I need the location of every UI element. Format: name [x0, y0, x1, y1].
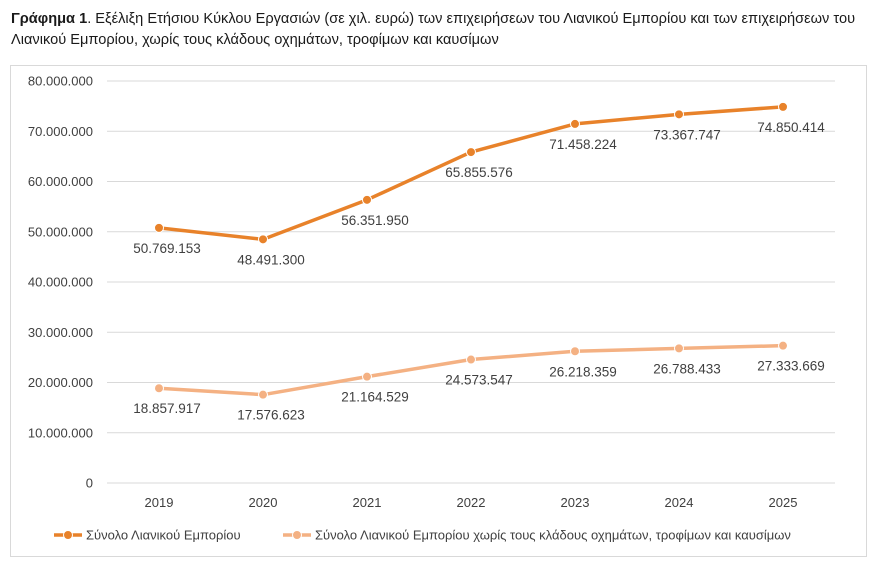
x-tick-label: 2020 — [249, 495, 278, 510]
data-point — [362, 371, 372, 382]
data-point — [258, 234, 268, 245]
data-label: 71.458.224 — [549, 137, 617, 152]
x-tick-label: 2021 — [353, 495, 382, 510]
data-point — [674, 109, 684, 120]
legend-swatch-marker — [63, 530, 73, 540]
caption-label: Γράφημα 1 — [11, 11, 88, 27]
data-point — [570, 346, 580, 357]
x-tick-label: 2023 — [561, 495, 590, 510]
data-label: 73.367.747 — [653, 127, 721, 142]
data-label: 65.855.576 — [445, 165, 513, 180]
data-label: 26.218.359 — [549, 364, 617, 379]
legend-label: Σύνολο Λιανικού Εμπορίου — [86, 528, 241, 543]
data-point — [154, 222, 164, 233]
caption-text: . Εξέλιξη Ετήσιου Κύκλου Εργασιών (σε χι… — [11, 11, 856, 48]
x-tick-label: 2022 — [457, 495, 486, 510]
legend: Σύνολο Λιανικού Εμπορίου Σύνολο Λιανικού … — [54, 528, 791, 543]
x-tick-label: 2024 — [665, 495, 694, 510]
x-tick-label: 2019 — [145, 495, 174, 510]
legend-swatch-marker — [292, 530, 302, 540]
x-axis-tick-labels: 2019 2020 2021 2022 2023 2024 2025 — [145, 495, 798, 510]
y-tick-label: 60.000.000 — [28, 174, 93, 189]
data-label: 74.850.414 — [757, 120, 825, 135]
data-label: 48.491.300 — [237, 252, 305, 267]
data-label: 21.164.529 — [341, 390, 409, 405]
data-point — [674, 343, 684, 354]
data-label: 56.351.950 — [341, 213, 409, 228]
data-point — [778, 340, 788, 351]
data-label: 24.573.547 — [445, 373, 513, 388]
chart-caption: Γράφημα 1. Εξέλιξη Ετήσιου Κύκλου Εργασι… — [11, 9, 871, 51]
x-tick-label: 2025 — [769, 495, 798, 510]
series-lines — [154, 101, 788, 400]
y-axis-tick-labels: 0 10.000.000 20.000.000 30.000.000 40.000.00… — [28, 74, 93, 491]
data-point — [154, 383, 164, 394]
y-tick-label: 20.000.000 — [28, 375, 93, 390]
y-tick-label: 40.000.000 — [28, 275, 93, 290]
y-tick-label: 50.000.000 — [28, 224, 93, 239]
y-tick-label: 30.000.000 — [28, 325, 93, 340]
data-point — [570, 118, 580, 129]
data-label: 18.857.917 — [133, 401, 201, 416]
gridlines — [107, 80, 835, 484]
data-labels: 50.769.153 48.491.300 56.351.950 65.855.576… — [133, 120, 825, 423]
data-label: 27.333.669 — [757, 359, 825, 374]
data-point — [466, 147, 476, 158]
y-tick-label: 10.000.000 — [28, 425, 93, 440]
y-tick-label: 0 — [86, 476, 93, 491]
y-tick-label: 70.000.000 — [28, 124, 93, 139]
data-point — [466, 354, 476, 365]
chart-area — [10, 65, 867, 557]
y-tick-label: 80.000.000 — [28, 74, 93, 89]
data-point — [258, 389, 268, 400]
data-label: 50.769.153 — [133, 241, 201, 256]
data-label: 17.576.623 — [237, 408, 305, 423]
data-point — [362, 194, 372, 205]
legend-label: Σύνολο Λιανικού Εμπορίου χωρίς τους κλάδ… — [315, 528, 791, 543]
data-label: 26.788.433 — [653, 361, 721, 376]
data-point — [778, 101, 788, 112]
